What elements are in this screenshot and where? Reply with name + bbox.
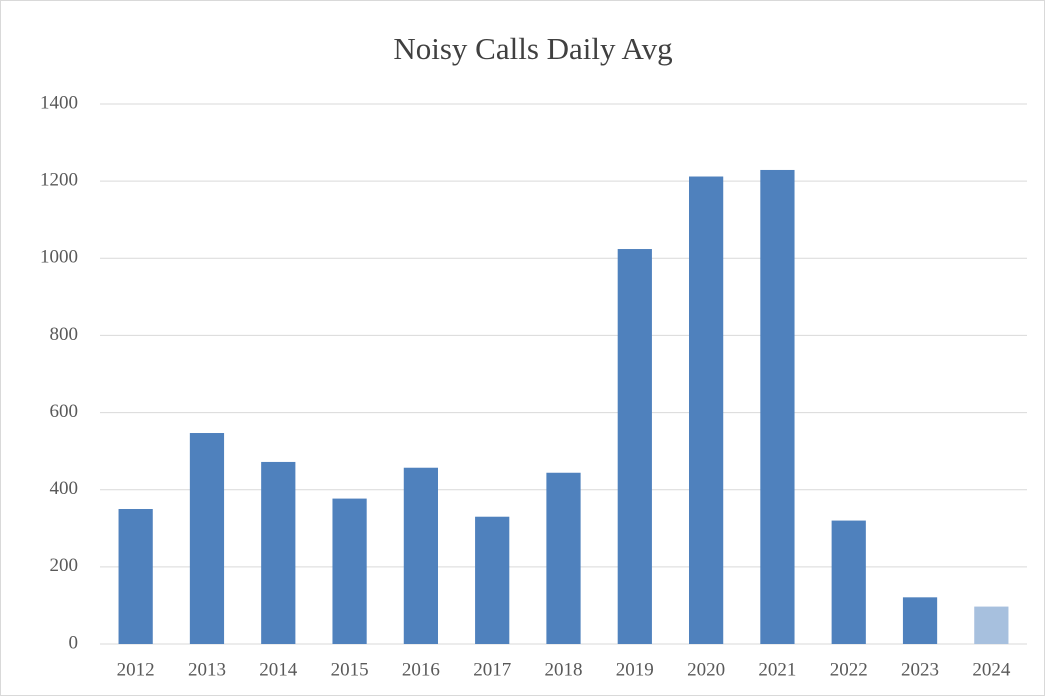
y-tick-label: 0 [69, 632, 79, 653]
bar [475, 516, 510, 644]
x-tick-label: 2014 [259, 659, 298, 680]
y-tick-label: 1200 [40, 170, 78, 191]
x-tick-label: 2019 [616, 659, 654, 680]
bar [689, 176, 724, 644]
x-tick-label: 2012 [117, 659, 155, 680]
x-tick-label: 2017 [473, 659, 511, 680]
x-tick-label: 2022 [830, 659, 868, 680]
x-tick-label: 2024 [972, 659, 1011, 680]
y-tick-label: 1400 [40, 92, 78, 113]
bar [118, 509, 153, 644]
x-tick-label: 2015 [331, 659, 369, 680]
y-tick-label: 400 [50, 478, 79, 499]
bar [189, 433, 225, 644]
bar [760, 169, 795, 644]
bar [831, 520, 866, 644]
x-tick-label: 2023 [901, 659, 939, 680]
bar [617, 249, 652, 644]
chart-title: Noisy Calls Daily Avg [393, 31, 672, 66]
bar [974, 606, 1009, 644]
x-tick-label: 2016 [402, 659, 440, 680]
bar [403, 467, 438, 644]
y-tick-label: 800 [50, 324, 79, 345]
x-tick-label: 2013 [188, 659, 226, 680]
y-tick-label: 200 [50, 555, 79, 576]
x-tick-label: 2020 [687, 659, 725, 680]
y-tick-label: 1000 [40, 247, 78, 268]
bar [261, 461, 296, 644]
y-tick-label: 600 [50, 401, 79, 422]
bar [902, 597, 938, 644]
x-tick-label: 2021 [758, 659, 796, 680]
bar [546, 472, 581, 644]
bar [332, 498, 367, 644]
x-tick-label: 2018 [545, 659, 583, 680]
